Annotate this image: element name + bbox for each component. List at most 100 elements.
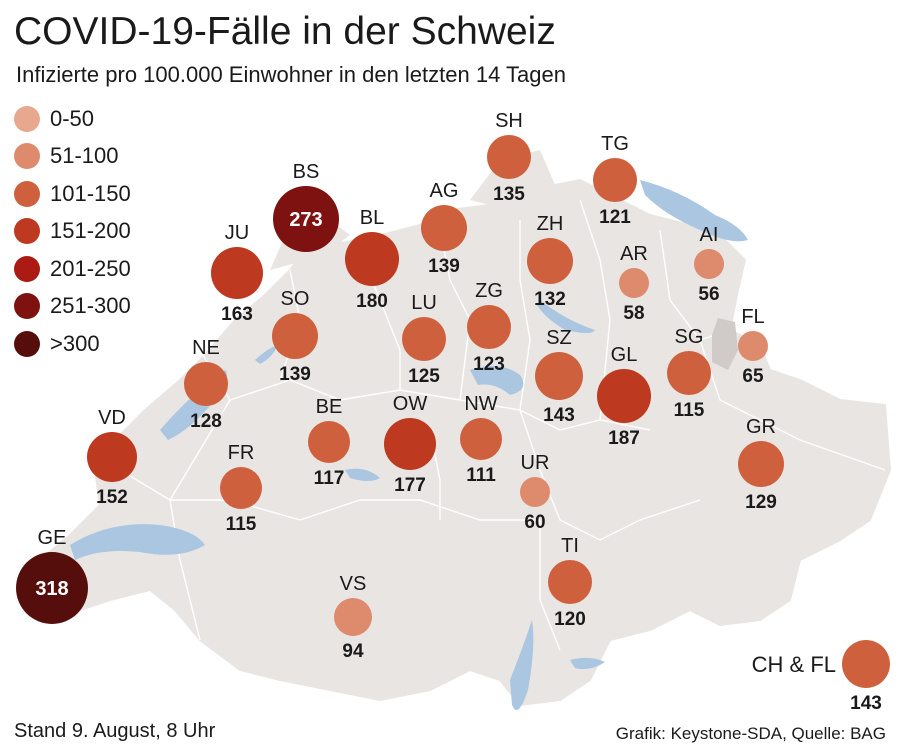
canton-marker-vd: VD 152	[87, 407, 137, 508]
canton-code: NW	[464, 393, 497, 415]
legend-item: 151-200	[14, 213, 131, 251]
canton-bubble	[273, 186, 339, 252]
canton-marker-zh: ZH 132	[527, 213, 573, 310]
legend-swatch	[14, 218, 40, 245]
legend-swatch	[14, 255, 40, 282]
canton-bubble	[402, 317, 446, 361]
canton-code: SZ	[546, 327, 572, 349]
lake-zurich	[537, 300, 595, 333]
canton-value: 115	[226, 514, 257, 535]
canton-marker-tg: TG 121	[593, 133, 637, 228]
canton-bubble	[738, 331, 768, 361]
canton-value: 123	[473, 354, 505, 375]
canton-bubble	[272, 313, 318, 359]
canton-bubble	[597, 369, 651, 423]
canton-code: AI	[700, 224, 719, 246]
canton-value: 121	[599, 207, 631, 228]
canton-value: 125	[408, 366, 440, 387]
liechtenstein-area	[712, 318, 738, 370]
canton-value: 120	[554, 609, 586, 630]
canton-bubble	[384, 418, 436, 470]
border-line	[539, 520, 561, 651]
canton-bubble	[220, 467, 262, 509]
lake-geneva	[70, 524, 205, 560]
border-line	[519, 220, 531, 411]
canton-bubble	[694, 249, 724, 279]
canton-code: BS	[293, 161, 320, 183]
canton-code: GL	[611, 344, 638, 366]
legend-swatch	[14, 180, 40, 207]
canton-value: 58	[623, 303, 644, 324]
canton-bubble	[87, 432, 137, 482]
legend-swatch	[14, 330, 40, 357]
canton-marker-gl: GL 187	[597, 344, 651, 449]
canton-bubble	[535, 352, 583, 400]
page-title: COVID-19-Fälle in der Schweiz	[14, 10, 556, 53]
canton-code: SO	[281, 288, 310, 310]
canton-code: VS	[340, 573, 367, 595]
canton-value: 94	[342, 641, 364, 662]
canton-bubble	[421, 205, 467, 251]
legend-label: 51-100	[50, 143, 119, 169]
canton-bubble	[487, 135, 531, 179]
canton-value: 65	[742, 366, 764, 387]
canton-bubble	[345, 232, 399, 286]
source-note: Grafik: Keystone-SDA, Quelle: BAG	[615, 724, 886, 743]
canton-bubble	[16, 552, 88, 624]
canton-code: FR	[228, 442, 255, 464]
canton-marker-gr: GR 129	[738, 416, 784, 513]
canton-marker-ag: AG 139	[421, 180, 467, 277]
canton-bubble	[520, 477, 550, 507]
canton-value: 163	[221, 304, 253, 325]
canton-bubble	[184, 362, 228, 406]
canton-bubble	[593, 158, 637, 202]
canton-code: AR	[620, 243, 648, 265]
legend-label: 251-300	[50, 293, 131, 319]
canton-marker-sg: SG 115	[667, 326, 711, 421]
legend-swatch	[14, 105, 40, 132]
border-line	[699, 339, 886, 471]
canton-bubble	[619, 268, 649, 298]
lake-lucerne	[470, 366, 524, 395]
canton-marker-fl: FL 65	[738, 306, 768, 387]
canton-bubble	[334, 598, 372, 636]
canton-code: LU	[411, 292, 437, 314]
canton-code: TG	[601, 133, 629, 155]
canton-marker-be: BE 117	[308, 396, 350, 489]
canton-marker-ju: JU 163	[211, 222, 263, 325]
canton-bubble	[211, 247, 263, 299]
canton-value: 117	[314, 468, 345, 489]
legend-item: 201-250	[14, 250, 131, 288]
legend: 0-50 51-100 101-150 151-200 201-250 251-…	[14, 100, 131, 363]
canton-code: BE	[316, 396, 343, 418]
canton-value: 129	[745, 492, 777, 513]
canton-marker-ne: NE 128	[184, 337, 228, 432]
canton-value: 180	[356, 291, 388, 312]
canton-code: SH	[495, 110, 523, 132]
canton-value: 139	[279, 364, 311, 385]
lake-thun	[345, 468, 380, 481]
legend-item: 101-150	[14, 175, 131, 213]
canton-marker-fr: FR 115	[220, 442, 262, 535]
canton-value: 273	[289, 209, 322, 231]
canton-marker-ar: AR 58	[619, 243, 649, 324]
canton-value: 318	[35, 578, 68, 600]
canton-value: 135	[493, 184, 525, 205]
total-bubble	[842, 640, 890, 688]
canton-value: 60	[524, 512, 545, 533]
legend-item: 51-100	[14, 138, 131, 176]
canton-code: ZG	[475, 280, 503, 302]
date-note: Stand 9. August, 8 Uhr	[14, 720, 216, 742]
legend-label: 0-50	[50, 105, 95, 131]
canton-marker-lu: LU 125	[402, 292, 446, 387]
border-line	[439, 229, 471, 401]
canton-marker-ai: AI 56	[694, 224, 724, 305]
canton-value: 177	[394, 475, 426, 496]
legend-swatch	[14, 293, 40, 320]
canton-code: JU	[225, 222, 249, 244]
canton-code: UR	[521, 452, 550, 474]
total-marker: CH & FL 143	[752, 640, 890, 714]
canton-code: NE	[192, 337, 220, 359]
lake-lugano	[570, 657, 605, 670]
